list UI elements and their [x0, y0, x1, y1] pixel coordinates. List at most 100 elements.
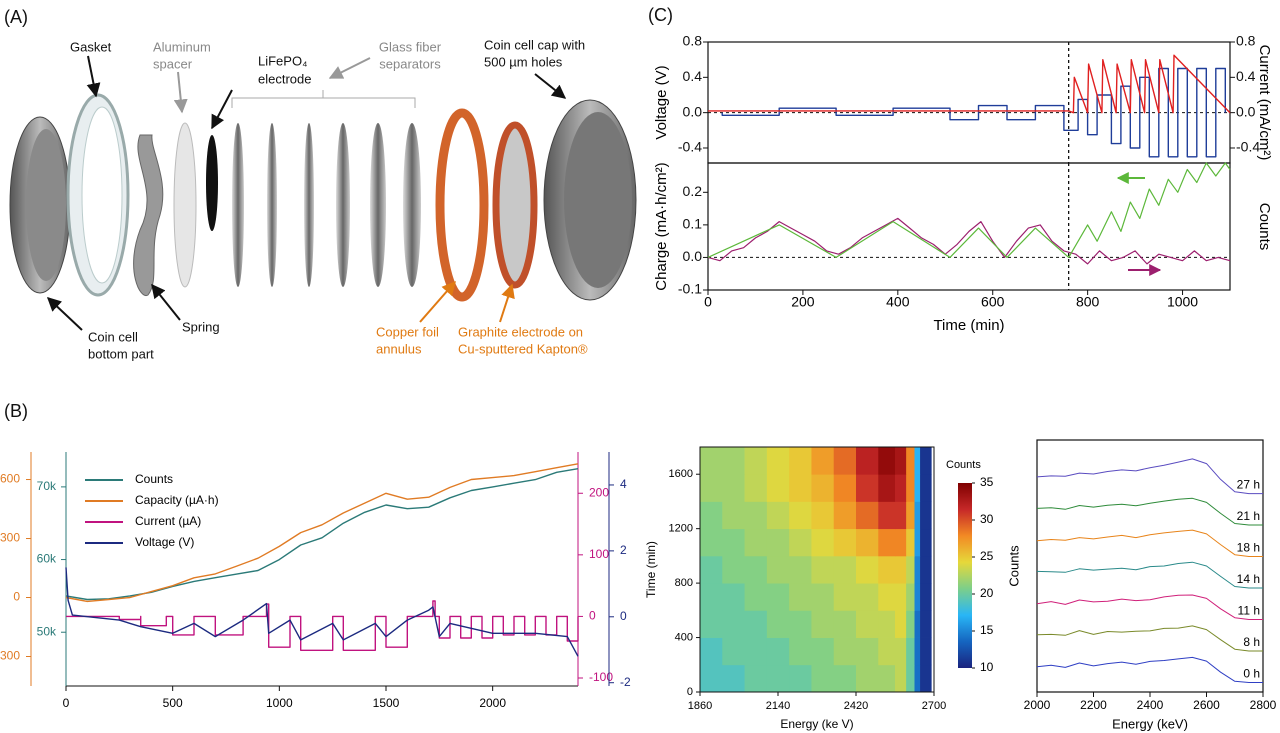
- heatmap-cell: [722, 583, 745, 611]
- x-tick-label: 1000: [266, 696, 293, 710]
- heatmap-cell: [722, 555, 745, 584]
- heatmap-cell: [700, 664, 723, 693]
- heatmap-cell: [906, 528, 915, 557]
- heatmap-cell: [744, 501, 768, 530]
- series-line: [721, 67, 1226, 158]
- plot-frame: [699, 446, 935, 693]
- heatmap-cell: [766, 637, 790, 666]
- heatmap-cell: [789, 501, 812, 530]
- heatmap-cell: [920, 610, 932, 638]
- heatmap-cell: [833, 447, 857, 475]
- heatmap-cell: [856, 447, 879, 475]
- y-tick-label: 0.0: [683, 248, 703, 264]
- series-label: 21 h: [1237, 509, 1260, 523]
- x-tick-label: 2200: [1080, 698, 1107, 712]
- series-line: [1036, 594, 1263, 620]
- panel-label: (A): [4, 7, 28, 27]
- heatmap-cell: [895, 474, 907, 502]
- plot-frame: [707, 41, 1231, 164]
- heatmap-cell: [700, 501, 723, 530]
- heatmap-cell: [878, 474, 896, 502]
- heatmap-cell: [878, 501, 896, 530]
- series-label: 11 h: [1238, 604, 1260, 618]
- y-tick-label: 4: [620, 477, 627, 491]
- diagram-label: electrode: [258, 71, 311, 86]
- heatmap-cell: [914, 637, 921, 666]
- y-tick-label: 0.8: [683, 33, 703, 49]
- diagram-label: Graphite electrode on: [458, 324, 583, 339]
- heatmap-cell: [914, 583, 921, 611]
- heatmap-cell: [856, 501, 879, 530]
- heatmap-cell: [920, 501, 932, 530]
- heatmap-cell: [878, 637, 896, 666]
- y-axis-label: Time (min): [644, 541, 658, 598]
- heatmap-cell: [811, 583, 835, 611]
- legend-label: Voltage (V): [135, 535, 194, 549]
- y-tick-label: 0.4: [1236, 68, 1256, 84]
- heatmap-cell: [833, 583, 857, 611]
- colorbar-tick-label: 20: [980, 586, 994, 600]
- heatmap-cell: [700, 637, 723, 666]
- heatmap-cell: [811, 528, 835, 557]
- x-tick-label: 1000: [1167, 294, 1198, 310]
- heatmap-cell: [833, 528, 857, 557]
- heatmap-cell: [722, 528, 745, 557]
- heatmap-cell: [789, 664, 812, 693]
- heatmap-cell: [766, 474, 790, 502]
- x-tick-label: 200: [791, 294, 815, 310]
- series-line: [1036, 529, 1263, 557]
- heatmap-cell: [895, 501, 907, 530]
- series-line: [1036, 497, 1263, 526]
- diagram-label: Glass fiber: [379, 39, 442, 54]
- heatmap-cell: [856, 583, 879, 611]
- y-tick-label: 0.0: [683, 103, 703, 119]
- heatmap-cell: [744, 474, 768, 502]
- heatmap-cell: [833, 637, 857, 666]
- heatmap-cell: [811, 637, 835, 666]
- heatmap-cell: [744, 555, 768, 584]
- series-label: 8 h: [1243, 635, 1260, 649]
- heatmap-cell: [722, 474, 745, 502]
- x-tick-label: 2600: [1193, 698, 1220, 712]
- heatmap-cell: [766, 610, 790, 638]
- y-tick-label: 800: [675, 577, 693, 589]
- heatmap-cell: [856, 637, 879, 666]
- panel-label: (C): [648, 5, 673, 25]
- heatmap-cell: [895, 583, 907, 611]
- y-tick-label: 60k: [37, 552, 57, 566]
- colorbar-tick-label: 30: [980, 512, 994, 526]
- heatmap-cell: [920, 528, 932, 557]
- heatmap-cell: [878, 555, 896, 584]
- y-tick-label: 0.8: [1236, 33, 1256, 49]
- colorbar-tick-label: 35: [980, 475, 994, 489]
- series-line: [65, 468, 579, 601]
- y-tick-label: 70k: [37, 479, 57, 493]
- x-tick-label: 0: [63, 696, 70, 710]
- x-tick-label: 1500: [373, 696, 400, 710]
- y-axis-label: Counts: [1006, 545, 1021, 587]
- colorbar-tick-label: 25: [980, 549, 994, 563]
- series-line: [1036, 656, 1263, 683]
- heatmap-cell: [700, 474, 723, 502]
- colorbar-tick-label: 15: [980, 623, 994, 637]
- diagram-label: 500 µm holes: [484, 54, 563, 69]
- heatmap-cell: [856, 555, 879, 584]
- x-tick-label: 2420: [844, 700, 868, 712]
- y-tick-label: 200: [589, 485, 609, 499]
- x-tick-label: 400: [886, 294, 910, 310]
- heatmap-cell: [811, 610, 835, 638]
- heatmap-cell: [811, 474, 835, 502]
- series-line: [65, 463, 579, 603]
- y-tick-label: 1200: [669, 523, 693, 535]
- y-tick-label: 50k: [37, 624, 57, 638]
- heatmap-cell: [895, 610, 907, 638]
- y-tick-label: 1600: [669, 468, 693, 480]
- heatmap-cell: [920, 664, 932, 693]
- heatmap-cell: [766, 664, 790, 693]
- heatmap-cell: [878, 528, 896, 557]
- heatmap-cell: [895, 637, 907, 666]
- y-tick-label: 0.4: [683, 68, 703, 84]
- heatmap-cell: [895, 528, 907, 557]
- heatmap-cell: [700, 555, 723, 584]
- heatmap-cell: [833, 474, 857, 502]
